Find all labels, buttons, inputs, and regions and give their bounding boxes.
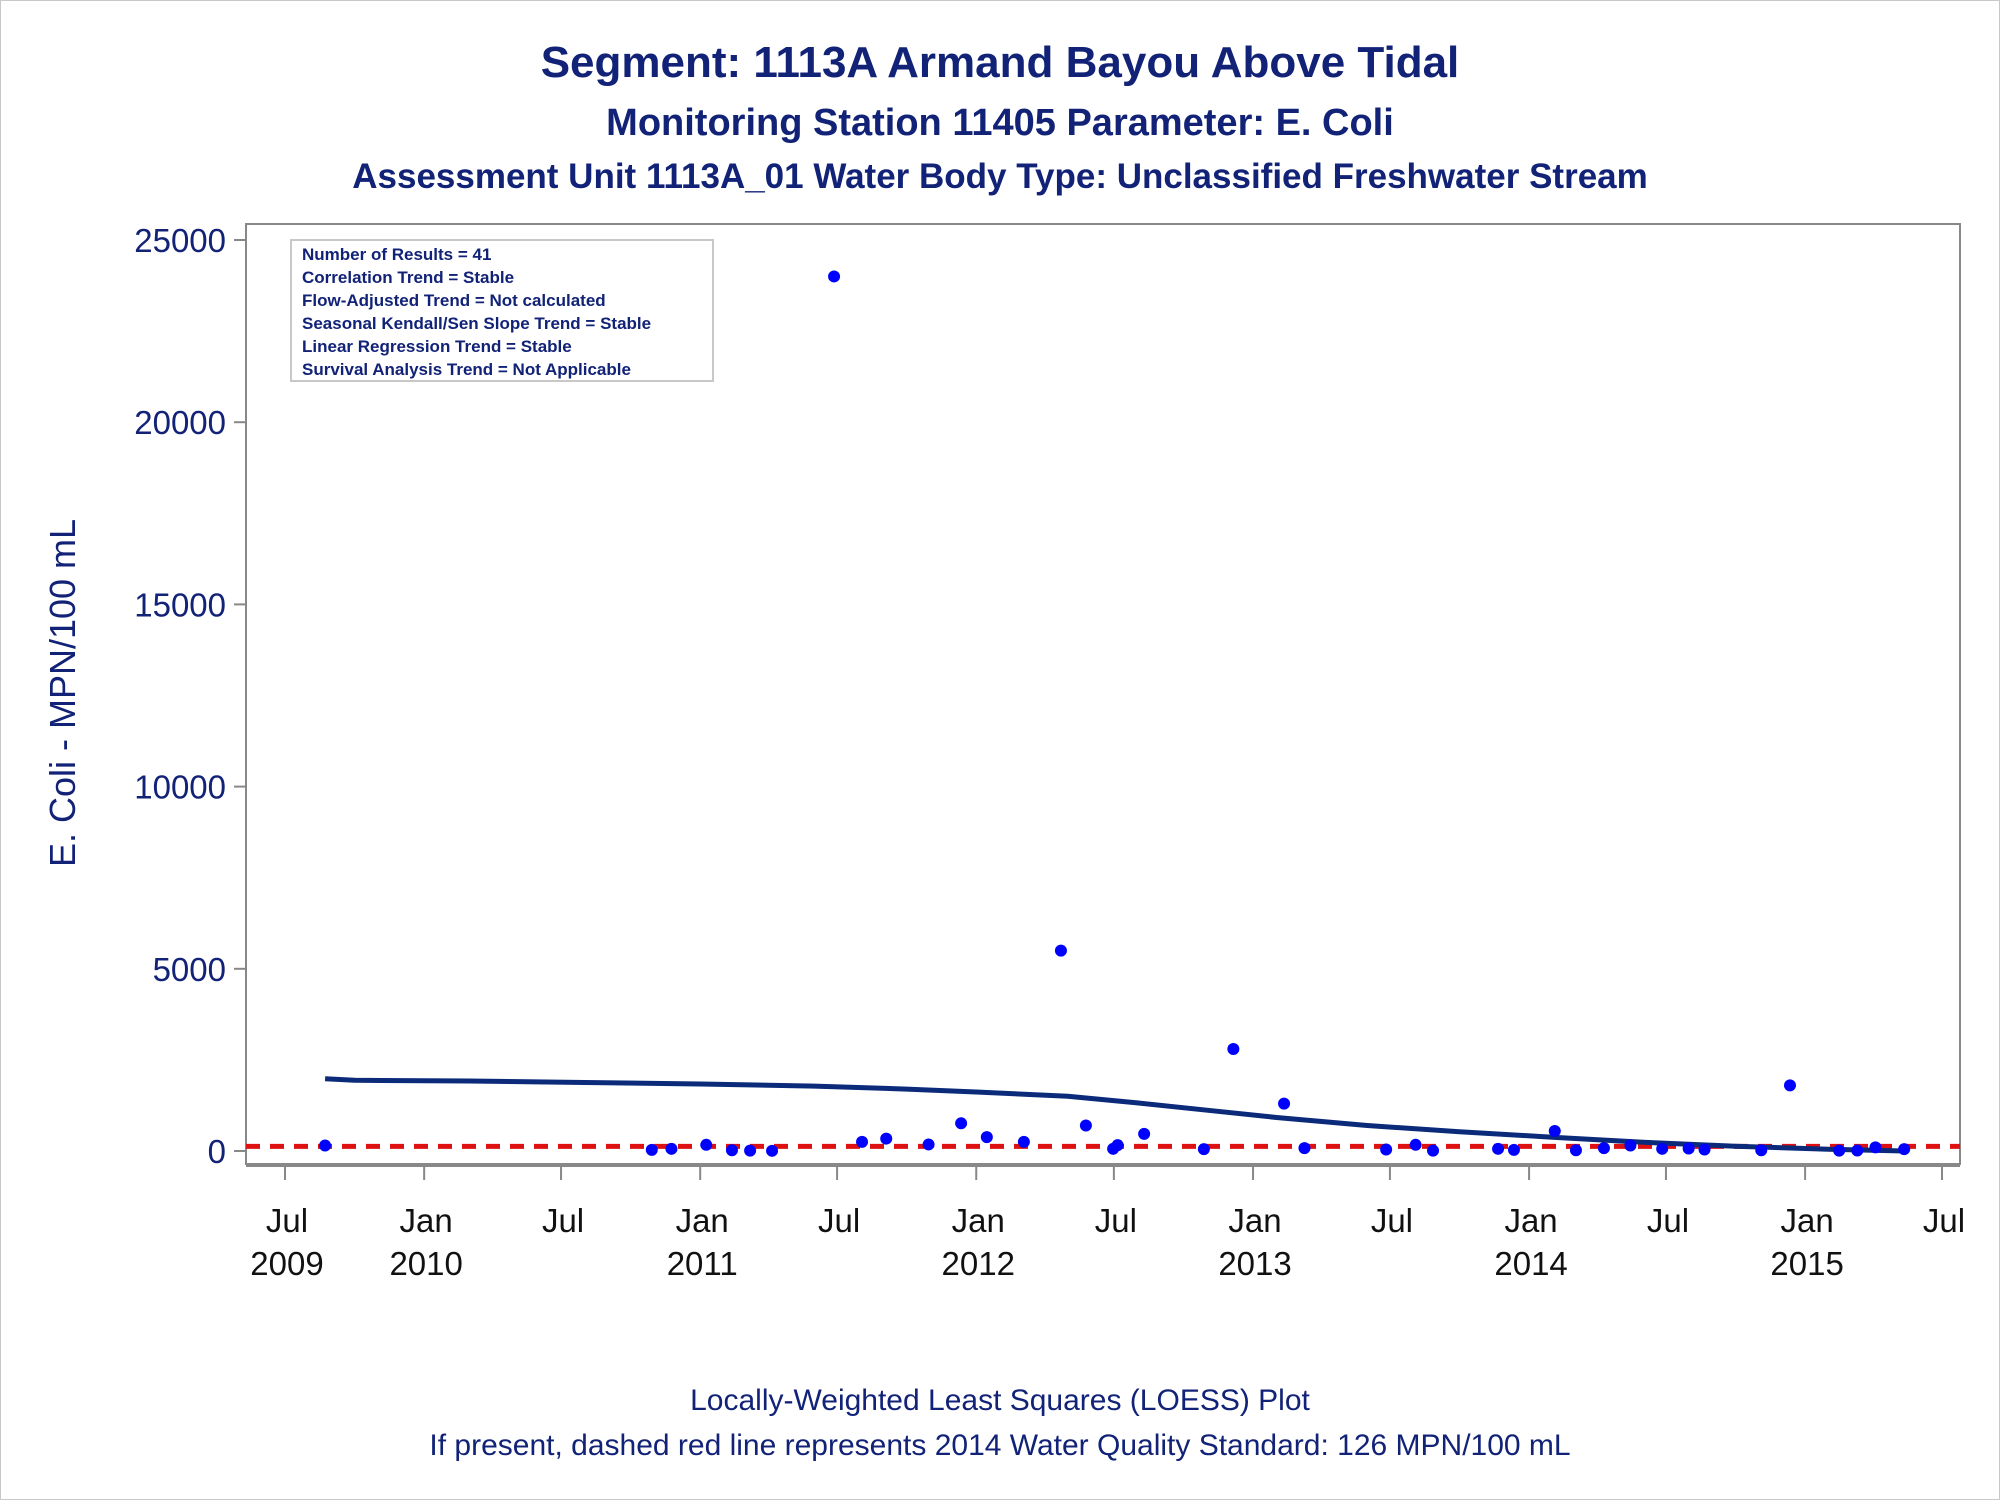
y-tick-label: 0 <box>208 1133 226 1170</box>
data-point <box>980 1131 993 1144</box>
data-point <box>1548 1124 1561 1137</box>
y-tick-label: 10000 <box>134 769 226 806</box>
trend-info-line: Number of Results = 41 <box>302 245 491 264</box>
data-point <box>1409 1138 1422 1151</box>
chart-subtitle-2: Assessment Unit 1113A_01 Water Body Type… <box>352 157 1648 196</box>
loess-line <box>324 1076 1905 1154</box>
data-point <box>1656 1142 1669 1155</box>
data-point <box>880 1132 893 1145</box>
data-point <box>955 1117 968 1130</box>
data-point <box>700 1138 713 1151</box>
x-tick-year-label: 2012 <box>942 1245 1015 1282</box>
data-point <box>1427 1144 1440 1157</box>
data-point <box>725 1144 738 1157</box>
data-point <box>828 270 841 283</box>
x-tick-label: Jul <box>266 1202 308 1239</box>
data-point <box>1298 1142 1311 1155</box>
data-point <box>1833 1144 1846 1157</box>
plot-area-border <box>245 223 1961 1165</box>
x-tick-label: Jan <box>676 1202 729 1239</box>
x-tick-year-label: 2015 <box>1770 1245 1843 1282</box>
y-tick-label: 20000 <box>134 404 226 441</box>
data-point <box>1682 1142 1695 1155</box>
data-point <box>1507 1143 1520 1156</box>
data-points <box>319 270 1911 1157</box>
trend-info-box: Number of Results = 41 Correlation Trend … <box>290 239 714 382</box>
x-tick-label: Jan <box>1504 1202 1557 1239</box>
data-point <box>1227 1042 1240 1055</box>
footnote-standard: If present, dashed red line represents 2… <box>429 1429 1571 1462</box>
data-point <box>319 1139 332 1152</box>
data-point <box>744 1144 757 1157</box>
data-point <box>1783 1079 1796 1092</box>
data-point <box>1755 1144 1768 1157</box>
data-point <box>1017 1135 1030 1148</box>
data-point <box>1278 1097 1291 1110</box>
axes: 0 5000 10000 15000 20000 25000 E. Coli - MPN/1… <box>42 222 1965 1282</box>
x-tick-label: Jul <box>1647 1202 1689 1239</box>
data-point <box>1138 1127 1151 1140</box>
loess-line-layer <box>324 1076 1905 1154</box>
chart-title: Segment: 1113A Armand Bayou Above Tidal <box>540 38 1460 87</box>
x-tick-label: Jul <box>1095 1202 1137 1239</box>
data-point <box>1492 1142 1505 1155</box>
data-point <box>1569 1144 1582 1157</box>
x-tick-year-label: 2014 <box>1494 1245 1567 1282</box>
x-tick-label: Jul <box>818 1202 860 1239</box>
data-point <box>1197 1143 1210 1156</box>
y-tick-label: 15000 <box>134 586 226 623</box>
trend-info-line: Correlation Trend = Stable <box>302 268 514 287</box>
x-tick-label: Jul <box>542 1202 584 1239</box>
data-point <box>1698 1143 1711 1156</box>
data-point <box>1898 1143 1911 1156</box>
data-point <box>1054 944 1067 957</box>
y-tick-label: 5000 <box>153 951 226 988</box>
data-point <box>856 1135 869 1148</box>
trend-info-line: Survival Analysis Trend = Not Applicable <box>302 360 631 379</box>
data-point <box>1851 1144 1864 1157</box>
data-point <box>645 1143 658 1156</box>
data-point <box>665 1142 678 1155</box>
trend-info-line: Flow-Adjusted Trend = Not calculated <box>302 291 606 310</box>
x-tick-year-label: 2013 <box>1218 1245 1291 1282</box>
trend-info-line: Seasonal Kendall/Sen Slope Trend = Stabl… <box>302 314 651 333</box>
x-tick-label: Jan <box>400 1202 453 1239</box>
data-point <box>1079 1119 1092 1132</box>
data-point <box>1624 1139 1637 1152</box>
data-point <box>1111 1139 1124 1152</box>
x-tick-year-label: 2009 <box>250 1245 323 1282</box>
data-point <box>1869 1141 1882 1154</box>
x-tick-label: Jul <box>1923 1202 1965 1239</box>
x-tick-year-label: 2010 <box>389 1245 462 1282</box>
data-point <box>1380 1143 1393 1156</box>
data-point <box>922 1138 935 1151</box>
x-tick-year-label: 2011 <box>667 1245 738 1282</box>
x-tick-label: Jul <box>1371 1202 1413 1239</box>
footnote-loess: Locally-Weighted Least Squares (LOESS) P… <box>690 1384 1310 1417</box>
data-point <box>766 1144 779 1157</box>
trend-info-line: Linear Regression Trend = Stable <box>302 337 572 356</box>
y-axis-label: E. Coli - MPN/100 mL <box>42 519 83 867</box>
chart-subtitle: Monitoring Station 11405 Parameter: E. C… <box>606 102 1394 144</box>
y-tick-label: 25000 <box>134 222 226 259</box>
data-point <box>1597 1142 1610 1155</box>
x-tick-label: Jan <box>952 1202 1005 1239</box>
trend-info-box-border <box>290 239 714 382</box>
x-tick-label: Jan <box>1228 1202 1281 1239</box>
x-tick-label: Jan <box>1781 1202 1834 1239</box>
